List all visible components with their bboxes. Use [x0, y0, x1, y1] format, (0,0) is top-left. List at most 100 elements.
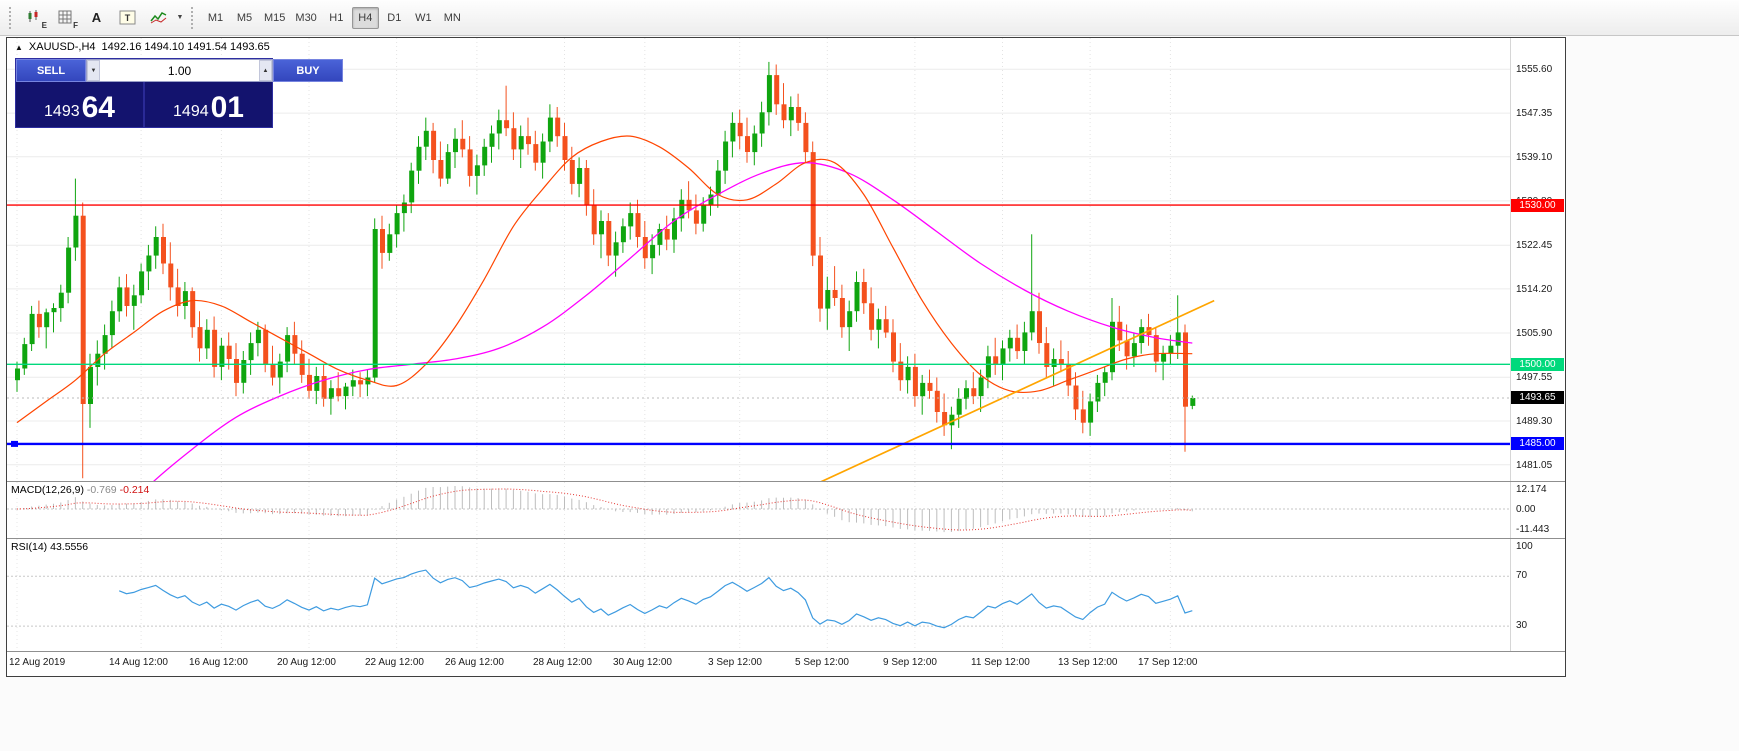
- price-badge-1493.65: 1493.65: [1511, 391, 1564, 404]
- price-label: 1489.30: [1516, 416, 1553, 427]
- one-click-toggle-icon[interactable]: ▲: [15, 42, 23, 52]
- grid-icon: [58, 10, 72, 24]
- rsi-name: RSI(14): [11, 541, 48, 553]
- time-label: 9 Sep 12:00: [883, 657, 937, 668]
- time-label: 13 Sep 12:00: [1058, 657, 1118, 668]
- price-badge-1530.00: 1530.00: [1511, 199, 1564, 212]
- time-label: 16 Aug 12:00: [189, 657, 248, 668]
- tf-button-m1[interactable]: M1: [207, 11, 224, 24]
- toolbar-grip[interactable]: [9, 6, 14, 29]
- time-label: 22 Aug 12:00: [365, 657, 424, 668]
- ma-fast-line[interactable]: [16, 135, 1193, 424]
- chart-window: ▲ XAUUSD-,H4 1492.16 1494.10 1491.54 149…: [6, 37, 1566, 677]
- toolbar: E F A T ▼ M1 M5 M15 M30 H1 H4 D1 W1 MN: [0, 0, 1739, 36]
- time-label: 12 Aug 2019: [9, 657, 66, 668]
- indicators-button[interactable]: [144, 4, 173, 31]
- rsi-axis-30: 30: [1516, 620, 1528, 631]
- price-label: 1497.55: [1516, 372, 1553, 383]
- chart-edit-icon: [28, 10, 38, 22]
- tf-button-w1[interactable]: W1: [415, 11, 432, 24]
- time-label: 3 Sep 12:00: [708, 657, 762, 668]
- macd-axis-zero: 0.00: [1516, 504, 1536, 515]
- sell-price-pips: 64: [81, 91, 115, 124]
- buy-button[interactable]: BUY: [273, 59, 343, 82]
- time-label: 5 Sep 12:00: [795, 657, 849, 668]
- tf-button-m15[interactable]: M15: [264, 11, 286, 24]
- macd-value-main: -0.769: [86, 484, 117, 496]
- text-box-letter: T: [124, 12, 131, 23]
- macd-name: MACD(12,26,9): [11, 484, 84, 496]
- text-label-icon: A: [91, 10, 102, 25]
- time-label: 30 Aug 12:00: [613, 657, 672, 668]
- price-label: 1547.35: [1516, 108, 1553, 119]
- ohlc-values: 1492.16 1494.10 1491.54 1493.65: [101, 41, 270, 53]
- price-badge-1485.00: 1485.00: [1511, 437, 1564, 450]
- candles: [15, 61, 1196, 479]
- macd-value-signal: -0.214: [119, 484, 150, 496]
- trendline[interactable]: [696, 299, 1215, 481]
- indicators-dropdown-caret[interactable]: ▼: [176, 14, 184, 21]
- text-label-button[interactable]: A: [82, 4, 111, 31]
- grid-letter: F: [73, 21, 78, 30]
- buy-price-main: 1494: [173, 103, 209, 120]
- price-label: 1514.20: [1516, 284, 1553, 295]
- price-label: 1555.60: [1516, 64, 1553, 75]
- time-label: 14 Aug 12:00: [109, 657, 168, 668]
- volume-increase-button[interactable]: ▲: [259, 60, 272, 81]
- macd-signal-line: [16, 488, 1193, 531]
- text-box-icon: [119, 10, 136, 25]
- tf-button-d1[interactable]: D1: [387, 11, 402, 24]
- buy-price-pips: 01: [210, 91, 244, 124]
- tf-button-h4[interactable]: H4: [351, 6, 379, 29]
- main-chart-pane: ▲ XAUUSD-,H4 1492.16 1494.10 1491.54 149…: [7, 38, 1565, 481]
- sell-price-main: 1493: [44, 103, 80, 120]
- toolbar-grip-2[interactable]: [191, 6, 196, 29]
- grid-button[interactable]: F: [51, 4, 80, 31]
- sell-price[interactable]: 1493 64: [16, 82, 143, 127]
- rsi-value: 43.5556: [50, 541, 89, 553]
- buy-price[interactable]: 1494 01: [145, 82, 272, 127]
- price-label: 1481.05: [1516, 460, 1553, 471]
- tf-button-m5[interactable]: M5: [236, 11, 253, 24]
- symbol-timeframe-label: XAUUSD-,H4: [28, 41, 96, 53]
- macd-pane: MACD(12,26,9) -0.769 -0.214 12.174 0.00 …: [7, 481, 1565, 538]
- volume-stepper: ▼ ▲: [86, 59, 273, 82]
- text-box-button[interactable]: T: [113, 4, 142, 31]
- price-label: 1505.90: [1516, 328, 1553, 339]
- macd-axis-bottom: -11.443: [1516, 524, 1550, 535]
- tf-button-mn[interactable]: MN: [443, 11, 461, 24]
- indicators-icon: [150, 12, 167, 24]
- rsi-canvas[interactable]: [7, 539, 1510, 651]
- hline-anchor[interactable]: [11, 440, 18, 447]
- tf-button-m30[interactable]: M30: [295, 11, 317, 24]
- time-label: 20 Aug 12:00: [277, 657, 336, 668]
- time-label: 26 Aug 12:00: [445, 657, 504, 668]
- time-label: 11 Sep 12:00: [971, 657, 1030, 668]
- price-badge-1500.00: 1500.00: [1511, 358, 1564, 371]
- volume-input[interactable]: [100, 60, 259, 81]
- time-label: 28 Aug 12:00: [533, 657, 592, 668]
- macd-canvas[interactable]: [7, 482, 1510, 538]
- macd-axis-top: 12.174: [1516, 484, 1547, 495]
- price-divider: [143, 82, 145, 127]
- time-label: 17 Sep 12:00: [1138, 657, 1198, 668]
- one-click-trade-panel: SELL ▼ ▲ BUY 1493 64 1494 01: [15, 58, 343, 128]
- rsi-line: [118, 569, 1193, 629]
- rsi-axis-100: 100: [1516, 541, 1533, 552]
- price-scale[interactable]: 1555.601547.351539.101530.801522.451514.…: [1510, 38, 1565, 481]
- macd-scale[interactable]: 12.174 0.00 -11.443: [1510, 482, 1565, 538]
- rsi-pane: RSI(14) 43.5556 100 70 30: [7, 538, 1565, 651]
- price-label: 1522.45: [1516, 240, 1553, 251]
- sell-button[interactable]: SELL: [16, 59, 86, 82]
- macd-caption: MACD(12,26,9) -0.769 -0.214: [11, 484, 149, 496]
- volume-decrease-button[interactable]: ▼: [87, 60, 100, 81]
- timeframe-bar: M1 M5 M15 M30 H1 H4 D1 W1 MN: [201, 6, 467, 29]
- chart-edit-letter: E: [41, 21, 47, 30]
- time-axis[interactable]: 12 Aug 2019 14 Aug 12:00 16 Aug 12:00 20 Au…: [7, 651, 1565, 676]
- rsi-scale[interactable]: 100 70 30: [1510, 539, 1565, 651]
- price-label: 1539.10: [1516, 152, 1553, 163]
- rsi-caption: RSI(14) 43.5556: [11, 541, 88, 553]
- chart-edit-button[interactable]: E: [20, 4, 49, 31]
- rsi-axis-70: 70: [1516, 570, 1528, 581]
- tf-button-h1[interactable]: H1: [329, 11, 344, 24]
